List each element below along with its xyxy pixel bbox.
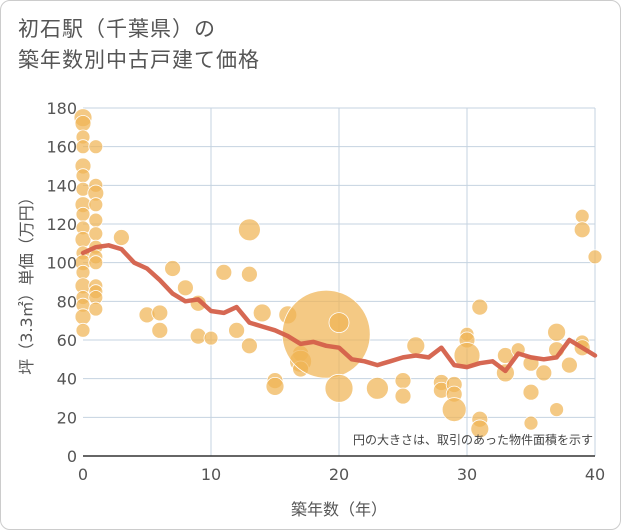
bubble-point xyxy=(151,304,169,322)
bubble-point xyxy=(406,336,426,356)
bubble-point xyxy=(523,415,539,431)
x-tick-labels: 0 10 20 30 40 xyxy=(78,465,605,484)
average-price-line xyxy=(80,243,598,374)
x-axis-title: 築年数（年） xyxy=(291,500,387,519)
bubble-point xyxy=(215,263,233,281)
bubble-point xyxy=(176,279,194,297)
bubble-point xyxy=(75,168,91,184)
bubble-point xyxy=(587,249,603,265)
y-tick-labels: 0 20 40 60 80 100 120 140 160 180 xyxy=(46,99,77,466)
x-tick-label: 0 xyxy=(78,465,88,484)
y-tick-label: 0 xyxy=(67,447,77,466)
bubble-point xyxy=(547,322,566,342)
bubble-point xyxy=(151,321,169,339)
bubble-point xyxy=(496,347,514,364)
bubble-point xyxy=(535,364,553,382)
y-tick-label: 60 xyxy=(57,331,77,350)
x-tick-label: 10 xyxy=(201,465,221,484)
bubble-point xyxy=(88,197,104,213)
bubble-point xyxy=(441,397,467,423)
bubble-point xyxy=(88,139,104,155)
bubble-point xyxy=(324,373,354,403)
x-tick-label: 40 xyxy=(585,465,605,484)
x-tick-label: 30 xyxy=(457,465,477,484)
bubble-point xyxy=(75,206,91,222)
bubble-point xyxy=(573,221,591,239)
y-tick-label: 20 xyxy=(57,408,77,427)
bubble-point xyxy=(88,212,104,228)
y-tick-label: 180 xyxy=(46,99,77,118)
bubble-point xyxy=(281,289,371,379)
y-axis-title: 坪（3.3㎡）単価（万円） xyxy=(17,189,36,374)
bubble-point xyxy=(88,255,104,271)
bubble-point xyxy=(113,229,130,246)
chart-title-line-1: 初石駅（千葉県）の xyxy=(18,17,216,41)
bubble-point xyxy=(365,376,389,400)
chart-title-line-2: 築年数別中古戸建て価格 xyxy=(18,48,260,72)
bubble-point xyxy=(574,208,590,224)
bubble-point xyxy=(75,322,91,338)
bubble-point xyxy=(252,303,272,323)
bubble-point xyxy=(189,327,207,345)
y-tick-label: 100 xyxy=(46,254,77,273)
bubble-point xyxy=(75,264,91,280)
bubble-point xyxy=(328,312,350,334)
bubble-point xyxy=(74,308,92,326)
chart-title: 初石駅（千葉県）の 築年数別中古戸建て価格 xyxy=(18,14,260,76)
bubble-point xyxy=(75,139,91,155)
bubble-point xyxy=(88,301,104,317)
bubble-point xyxy=(240,265,258,283)
bubble-point xyxy=(237,218,261,242)
y-tick-label: 120 xyxy=(46,215,77,234)
bubble-point xyxy=(88,226,104,242)
bubble-point xyxy=(240,337,258,355)
bubble-point xyxy=(394,372,412,390)
bubble-point xyxy=(549,402,564,418)
bubble-point xyxy=(561,356,578,374)
average-line-series xyxy=(80,243,598,374)
bubble-point xyxy=(74,115,92,132)
bubble-point xyxy=(394,387,412,405)
bubble-point xyxy=(265,376,285,396)
bubble-point xyxy=(164,260,182,277)
y-tick-label: 160 xyxy=(46,138,77,157)
y-tick-label: 80 xyxy=(57,292,77,311)
bubble-point xyxy=(471,298,489,316)
bubble-point xyxy=(203,330,219,346)
x-tick-label: 20 xyxy=(329,465,349,484)
bubble-point xyxy=(470,419,490,439)
bubble-point xyxy=(522,383,540,401)
bubble-size-note: 円の大きさは、取引のあった物件面積を示す xyxy=(353,432,593,447)
y-tick-label: 40 xyxy=(57,370,77,389)
bubble-point xyxy=(228,321,246,339)
y-tick-label: 140 xyxy=(46,176,77,195)
